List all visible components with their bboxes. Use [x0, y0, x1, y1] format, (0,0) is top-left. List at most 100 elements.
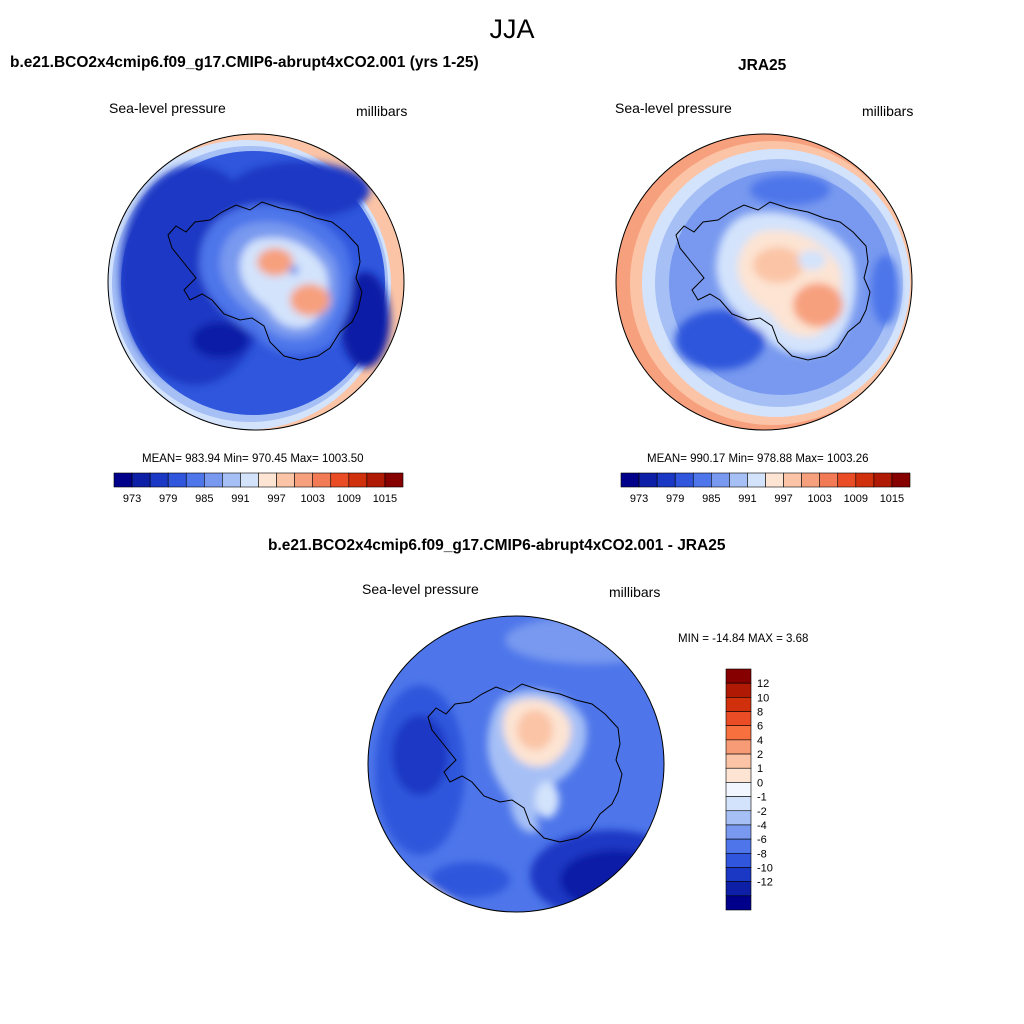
panel2-colorbar-box: [674, 472, 694, 488]
panel3-colorbar-box: [725, 796, 752, 812]
panel2-plateau-high-2: [793, 283, 843, 327]
panel3-units-label: millibars: [609, 584, 661, 600]
panel3-colorbar-tick-label: -1: [757, 792, 767, 804]
panel1-colorbar-box: [204, 472, 223, 488]
panel1-colorbar-box: [167, 472, 187, 488]
panel3-colorbar-box: [725, 810, 752, 826]
panel3-title: b.e21.BCO2x4cmip6.f09_g17.CMIP6-abrupt4x…: [268, 537, 726, 554]
panel1-colorbar-box: [240, 472, 259, 488]
panel2-plateau-high-1: [753, 247, 803, 283]
panel2-colorbar-box: [873, 472, 893, 488]
panel2-colorbar-tick-label: 997: [774, 493, 792, 505]
panel3-colorbar-box: [725, 782, 752, 797]
panel1-stats: MEAN= 983.94 Min= 970.45 Max= 1003.50: [142, 453, 364, 465]
panel1-low-east: [340, 272, 390, 368]
panel1-colorbar-box: [348, 472, 368, 488]
panel3-coastline: [427, 683, 623, 843]
panel3-colorbar-tick-label: 0: [757, 777, 763, 789]
panel3-colorbar-box: [725, 852, 752, 868]
panel3-colorbar-box: [725, 881, 752, 897]
panel1-colorbar-tick-label: 985: [195, 493, 213, 505]
panel1-colorbar-box: [276, 472, 295, 488]
panel2-map-border: [615, 133, 913, 431]
panel1-low-southwest: [192, 322, 248, 358]
panel2-map: [615, 133, 913, 431]
panel2-colorbar: 973 979 985 991 997 1003 1009 1015: [620, 472, 911, 505]
panel3-colorbar-box: [725, 739, 752, 755]
panel2-colorbar-box: [855, 472, 875, 488]
panel2-colorbar-box: [656, 472, 676, 488]
panel3-ring-north: [505, 616, 664, 664]
panel3-variable-label: Sea-level pressure: [362, 581, 479, 597]
panel3-colorbar-box: [725, 753, 752, 769]
panel2-low-north: [750, 175, 830, 205]
panel1-colorbar-box: [294, 472, 313, 488]
panel1-colorbar-box: [222, 472, 241, 488]
panel2-colorbar-box: [819, 472, 839, 488]
panel1-low-north: [230, 162, 370, 218]
panel3-colorbar-tick-label: 2: [757, 749, 763, 761]
panel1-colorbar-tick-label: 997: [267, 493, 285, 505]
panel2-colorbar-box: [711, 472, 730, 488]
panel1-colorbar-box: [131, 472, 151, 488]
panel1-units-label: millibars: [356, 103, 408, 119]
panel3-colorbar-box: [725, 682, 752, 698]
panel3-colorbar-tick-label: -10: [757, 862, 773, 874]
panel2-stats: MEAN= 990.17 Min= 978.88 Max= 1003.26: [647, 453, 869, 465]
panel2-colorbar-tick-label: 979: [666, 493, 684, 505]
panel2-variable-label: Sea-level pressure: [615, 100, 732, 116]
panel2-low-east: [871, 255, 899, 325]
panel1-colorbar-tick-label: 991: [231, 493, 249, 505]
panel1-colorbar-box: [258, 472, 277, 488]
panel1-colorbar: 973 979 985 991 997 1003 1009 1015: [113, 472, 404, 505]
panel1-colorbar-tick-label: 973: [123, 493, 141, 505]
panel2-colorbar-box: [801, 472, 820, 488]
panel2-coastline: [675, 201, 871, 361]
panel3-positive-max: [517, 710, 553, 750]
panel1-colorbar-tick-label: 1009: [337, 493, 361, 505]
panel2-units-label: millibars: [862, 103, 914, 119]
panel2-colorbar-tick-label: 1015: [880, 493, 904, 505]
panel3-colorbar-tick-label: -2: [757, 806, 767, 818]
panel3-colorbar-tick-label: 12: [757, 678, 769, 690]
panel3-stats: MIN = -14.84 MAX = 3.68: [678, 633, 809, 645]
panel3-low-west-core: [392, 715, 448, 795]
panel2-colorbar-box: [891, 472, 911, 488]
panel1-plateau-max-2: [290, 284, 330, 316]
panel3-colorbar-tick-label: 8: [757, 707, 763, 719]
panel2-colorbar-box: [638, 472, 658, 488]
panel3-colorbar-box: [725, 867, 752, 882]
panel3-low-southeast-core: [560, 850, 664, 910]
panel1-colorbar-box: [384, 472, 404, 488]
panel3-colorbar-tick-label: 10: [757, 692, 769, 704]
panel1-colorbar-box: [185, 472, 205, 488]
panel1-title: b.e21.BCO2x4cmip6.f09_g17.CMIP6-abrupt4x…: [10, 54, 479, 71]
panel1-colorbar-box: [312, 472, 332, 488]
panel3-colorbar-tick-label: -8: [757, 848, 767, 860]
panel3-map-border: [367, 615, 665, 913]
panel3-colorbar-box: [725, 668, 752, 684]
panel3-colorbar-box: [725, 725, 752, 741]
panel2-title: JRA25: [738, 57, 787, 74]
panel2-colorbar-box: [837, 472, 857, 488]
figure-season-title: JJA: [489, 14, 535, 44]
panel1-map: [107, 133, 405, 431]
panel2-colorbar-tick-label: 1003: [807, 493, 831, 505]
panel1-map-border: [107, 133, 405, 431]
panel2-colorbar-tick-label: 973: [630, 493, 648, 505]
panel1-colorbar-tick-label: 979: [159, 493, 177, 505]
panel2-colorbar-box: [729, 472, 748, 488]
panel3-colorbar-tick-label: 6: [757, 721, 763, 733]
panel2-colorbar-box: [765, 472, 784, 488]
panel1-plateau-max-1: [257, 248, 293, 276]
panel3-colorbar-box: [725, 711, 752, 727]
panel1-colorbar-box: [366, 472, 386, 488]
panel1-coastline: [167, 201, 363, 361]
panel1-colorbar-tick-label: 1003: [300, 493, 324, 505]
panel3-positive-south: [535, 782, 559, 818]
panel2-colorbar-box: [620, 472, 640, 488]
panel1-colorbar-box: [330, 472, 350, 488]
panel3-colorbar-tick-label: -6: [757, 834, 767, 846]
